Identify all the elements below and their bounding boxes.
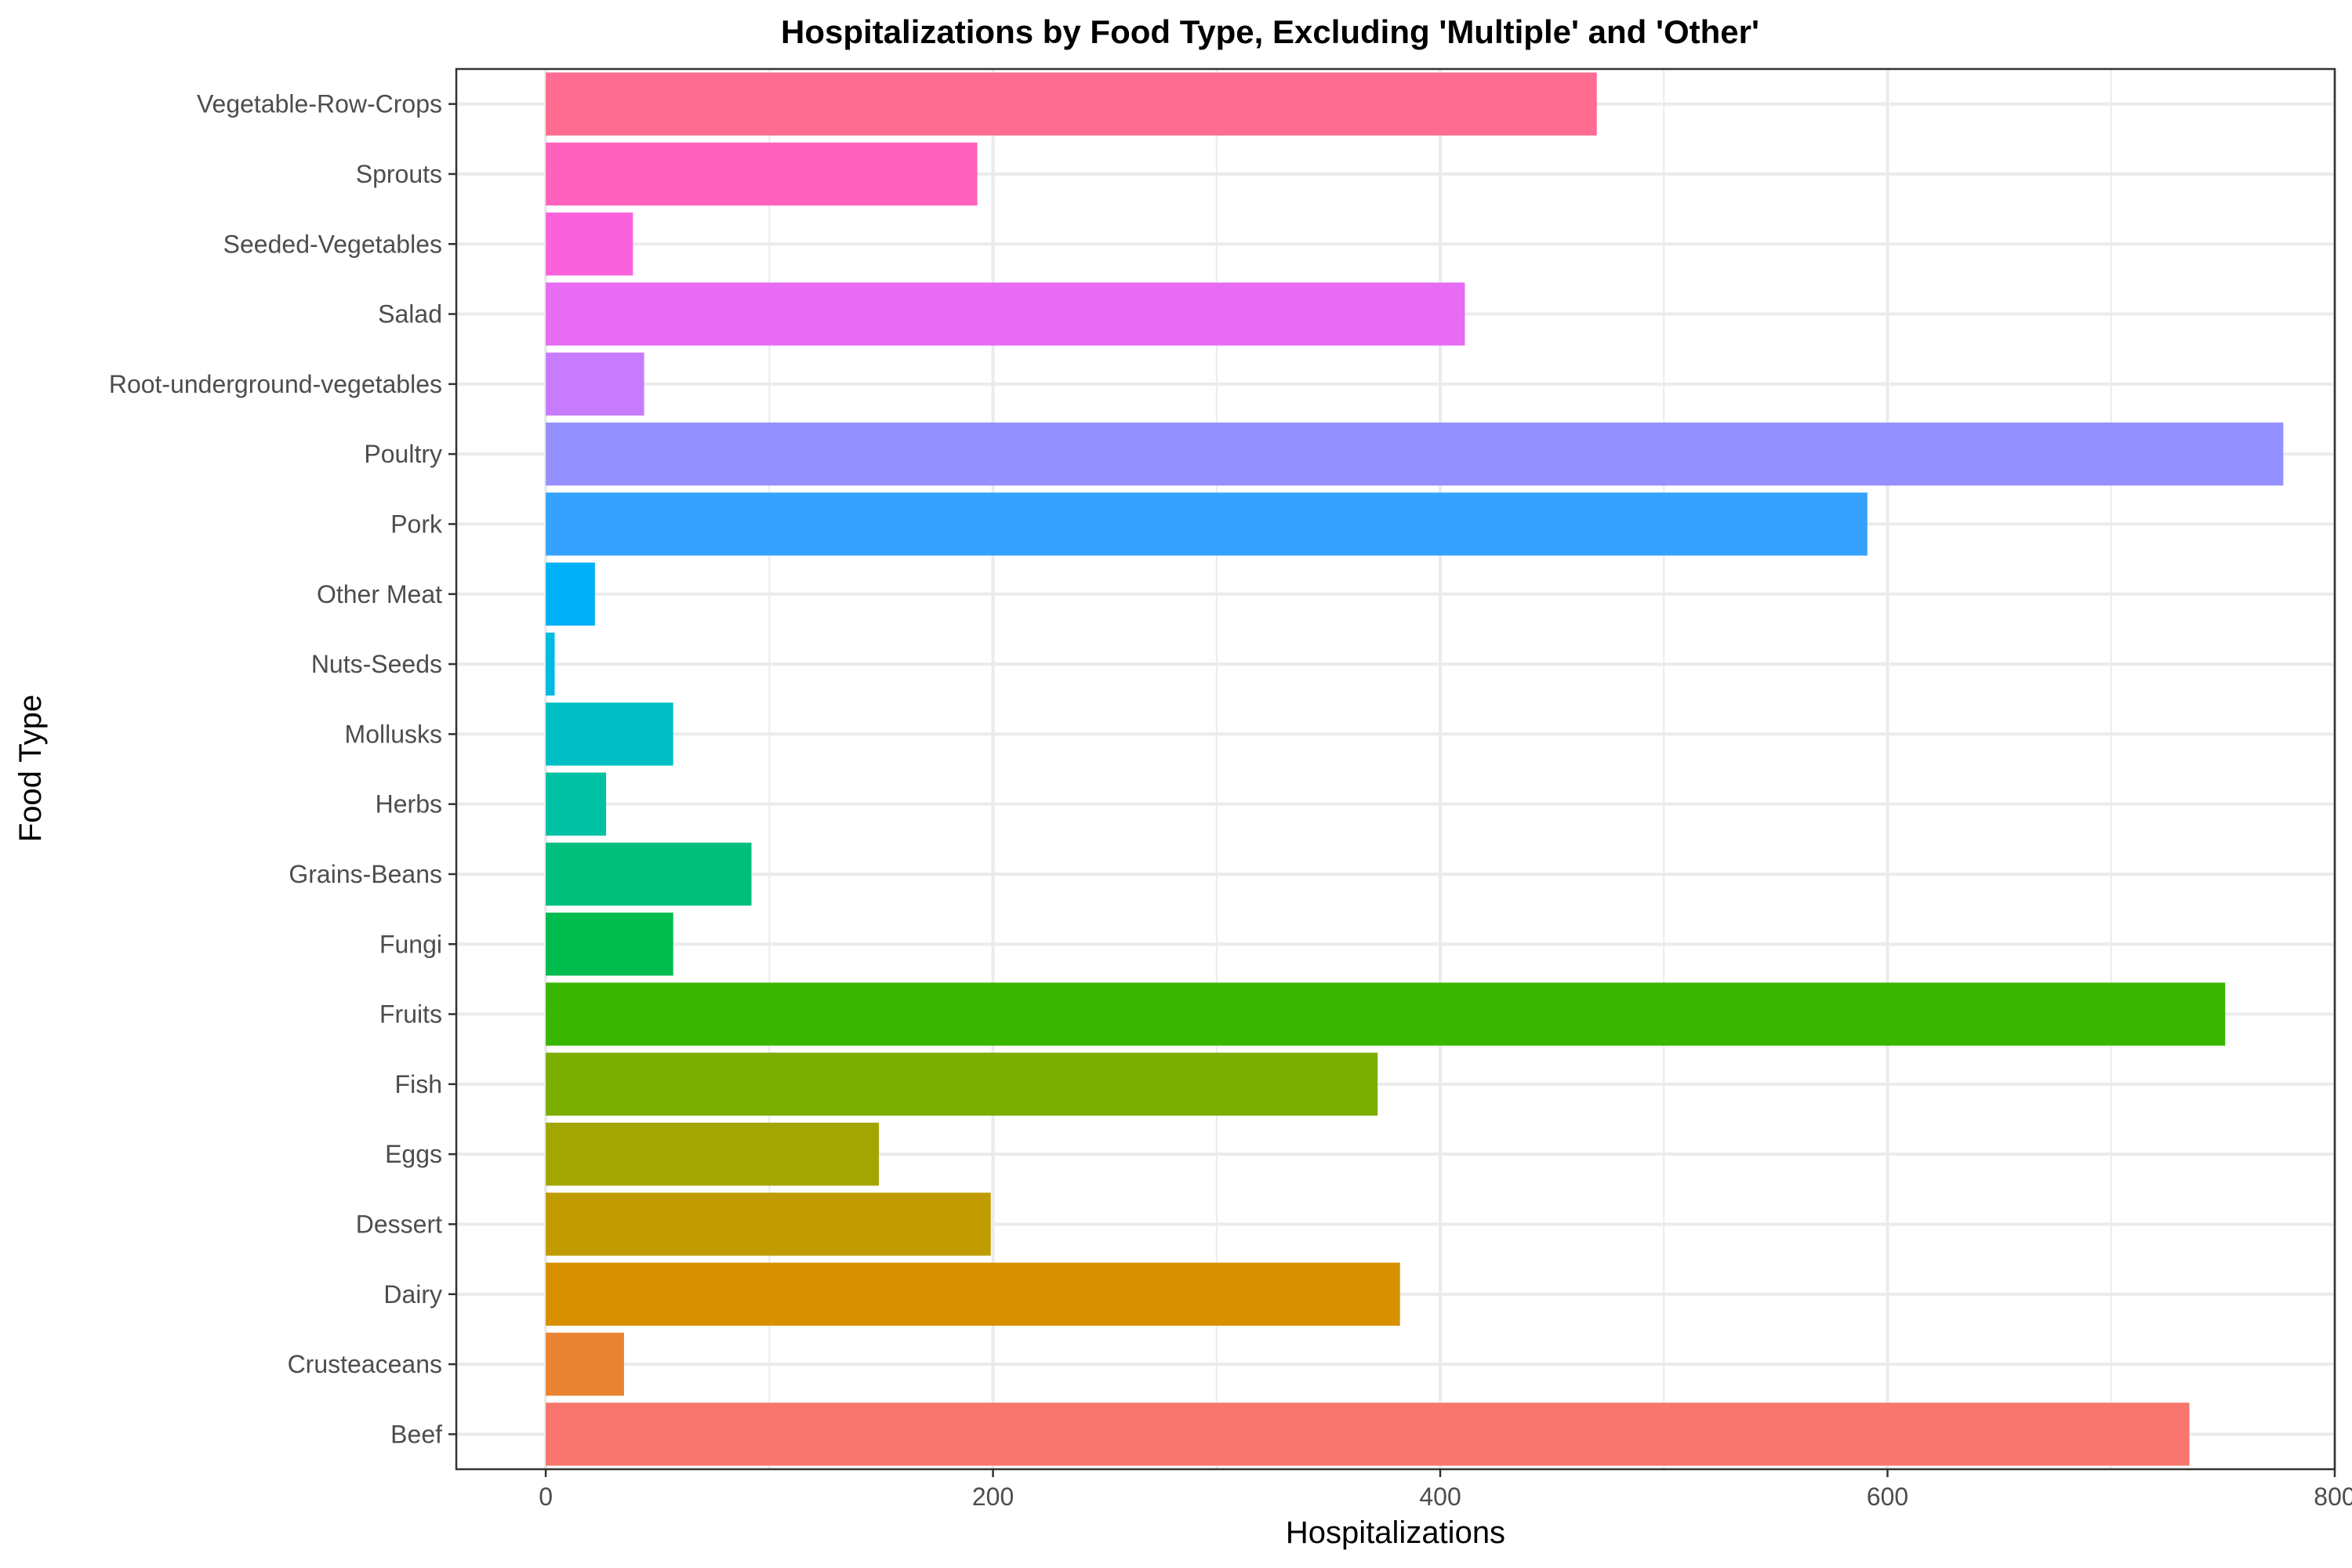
bar-fish xyxy=(546,1052,1378,1116)
bar-root-underground-vegetables xyxy=(546,352,644,416)
y-axis-title: Food Type xyxy=(13,695,48,842)
bar-dairy xyxy=(546,1262,1400,1326)
y-tick-label: Fruits xyxy=(379,1000,442,1029)
grid-lines xyxy=(456,69,2336,1469)
bars xyxy=(546,72,2284,1466)
y-tick-label: Root-underground-vegetables xyxy=(109,370,442,398)
y-tick-label: Seeded-Vegetables xyxy=(223,230,442,258)
y-tick-label: Nuts-Seeds xyxy=(311,650,442,678)
y-tick-label: Fish xyxy=(395,1070,442,1098)
y-axis: Beef Crusteaceans Dairy Dessert Eggs Fish Frui… xyxy=(109,90,456,1448)
y-tick-label: Sprouts xyxy=(356,160,442,188)
bar-beef xyxy=(546,1403,2190,1466)
bar-grains-beans xyxy=(546,842,752,906)
y-tick-label: Other Meat xyxy=(317,580,442,608)
plot-panel-border xyxy=(455,67,2336,1471)
y-tick-label: Poultry xyxy=(364,440,442,468)
x-tick-label: 400 xyxy=(1419,1483,1461,1511)
x-tick-label: 600 xyxy=(1867,1483,1908,1511)
bar-fruits xyxy=(546,982,2226,1046)
y-tick-label: Eggs xyxy=(385,1140,442,1168)
y-tick-label: Fungi xyxy=(379,930,442,958)
bar-seeded-vegetables xyxy=(546,212,633,276)
bar-sprouts xyxy=(546,142,978,206)
y-tick-label: Herbs xyxy=(376,790,442,818)
bar-salad xyxy=(546,282,1465,346)
bar-poultry xyxy=(546,422,2284,486)
x-tick-label: 800 xyxy=(2314,1483,2352,1511)
bar-nuts-seeds xyxy=(546,632,555,696)
bar-eggs xyxy=(546,1122,880,1186)
x-tick-label: 200 xyxy=(972,1483,1014,1511)
bar-crusteaceans xyxy=(546,1332,624,1396)
bar-pork xyxy=(546,492,1867,556)
x-axis-title: Hospitalizations xyxy=(1286,1515,1505,1550)
bar-other-meat xyxy=(546,562,595,626)
y-tick-label: Dairy xyxy=(383,1280,442,1308)
bar-herbs xyxy=(546,772,607,836)
x-axis: 0 200 400 600 800 xyxy=(539,1469,2352,1511)
y-tick-label: Salad xyxy=(378,300,442,328)
y-tick-label: Mollusks xyxy=(345,720,442,748)
bar-dessert xyxy=(546,1192,991,1256)
bar-mollusks xyxy=(546,702,673,766)
y-tick-label: Pork xyxy=(390,510,443,538)
chart-title: Hospitalizations by Food Type, Excluding… xyxy=(781,13,1759,50)
bar-fungi xyxy=(546,913,673,976)
y-tick-label: Crusteaceans xyxy=(288,1350,442,1378)
y-tick-label: Grains-Beans xyxy=(289,860,442,888)
y-tick-label: Beef xyxy=(390,1420,442,1448)
y-tick-label: Dessert xyxy=(356,1210,442,1238)
y-tick-label: Vegetable-Row-Crops xyxy=(197,90,442,118)
bar-vegetable-row-crops xyxy=(546,72,1597,136)
x-tick-label: 0 xyxy=(539,1483,553,1511)
